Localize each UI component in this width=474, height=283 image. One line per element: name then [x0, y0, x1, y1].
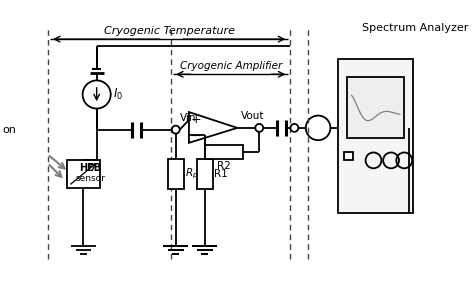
Text: R2: R2: [217, 161, 231, 171]
Text: sensor: sensor: [75, 174, 105, 183]
FancyBboxPatch shape: [205, 145, 244, 159]
Text: $R_{pol}$: $R_{pol}$: [185, 166, 206, 181]
FancyBboxPatch shape: [168, 159, 183, 188]
Circle shape: [291, 124, 298, 132]
Circle shape: [255, 124, 263, 132]
Text: −: −: [191, 130, 201, 143]
Circle shape: [172, 126, 180, 134]
FancyBboxPatch shape: [345, 152, 353, 160]
Text: Cryogenic Temperature: Cryogenic Temperature: [104, 25, 235, 36]
Text: +: +: [191, 113, 201, 126]
Text: on: on: [3, 125, 17, 135]
Text: Cryogenic Amplifier: Cryogenic Amplifier: [180, 61, 282, 71]
FancyBboxPatch shape: [67, 160, 100, 188]
Text: Spectrum Analyzer: Spectrum Analyzer: [362, 23, 468, 33]
Text: R1: R1: [214, 169, 228, 179]
FancyBboxPatch shape: [197, 159, 213, 188]
Text: HEB: HEB: [80, 163, 101, 173]
FancyBboxPatch shape: [347, 77, 404, 138]
FancyBboxPatch shape: [338, 59, 413, 213]
Text: Vin: Vin: [180, 113, 197, 123]
Text: Vout: Vout: [240, 111, 264, 121]
Text: $I_0$: $I_0$: [113, 87, 123, 102]
